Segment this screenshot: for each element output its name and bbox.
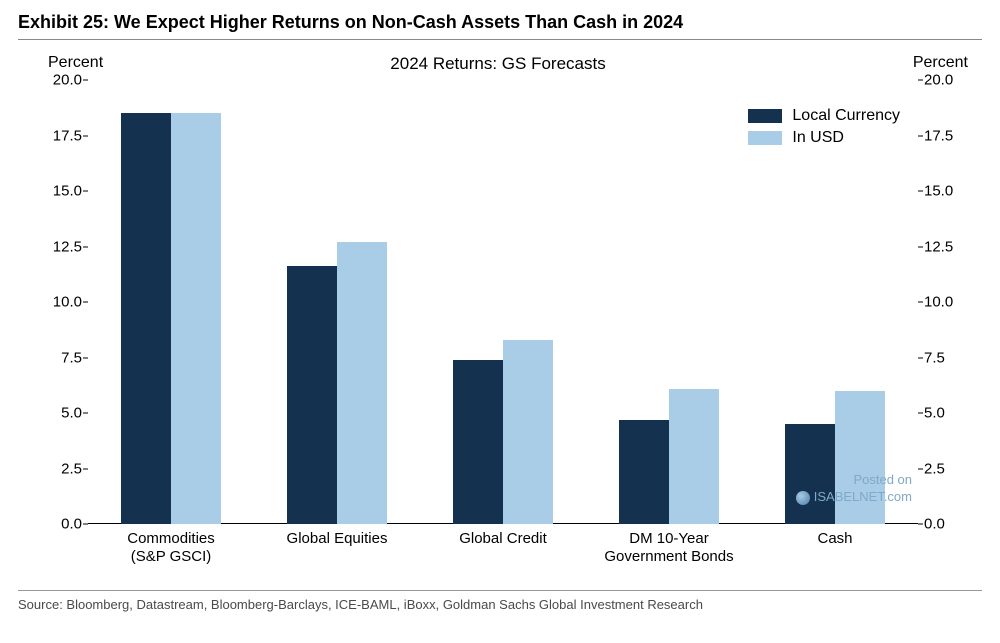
y-axis-label-right: Percent [913, 54, 968, 72]
tick-mark [83, 468, 88, 469]
y-tick-label-left: 2.5 [38, 460, 82, 477]
watermark: Posted on ISABELNET.com [796, 472, 912, 506]
y-tick-label-right: 20.0 [924, 72, 972, 89]
y-tick-label-right: 2.5 [924, 460, 972, 477]
bar [619, 420, 669, 524]
tick-mark [918, 135, 923, 136]
tick-mark [83, 135, 88, 136]
x-tick-label: Cash [752, 530, 918, 548]
x-tick-label: Global Credit [420, 530, 586, 548]
legend-label: In USD [792, 129, 844, 147]
y-tick-label-right: 12.5 [924, 238, 972, 255]
y-tick-label-left: 5.0 [38, 405, 82, 422]
bar-group: Commodities (S&P GSCI) [121, 80, 221, 524]
legend-swatch [748, 109, 782, 123]
exhibit-title: Exhibit 25: We Expect Higher Returns on … [18, 12, 982, 40]
tick-mark [83, 302, 88, 303]
y-tick-label-left: 20.0 [38, 72, 82, 89]
tick-mark [83, 357, 88, 358]
watermark-line2: ISABELNET.com [796, 489, 912, 506]
tick-mark [83, 524, 88, 525]
globe-icon [796, 491, 810, 505]
legend-item: Local Currency [748, 107, 900, 125]
tick-mark [918, 357, 923, 358]
y-tick-label-left: 12.5 [38, 238, 82, 255]
bar [121, 113, 171, 524]
legend-item: In USD [748, 129, 900, 147]
y-tick-label-right: 7.5 [924, 349, 972, 366]
bar [503, 340, 553, 524]
tick-mark [918, 302, 923, 303]
source-text: Source: Bloomberg, Datastream, Bloomberg… [18, 597, 982, 612]
bar-group: Global Equities [287, 80, 387, 524]
bar [287, 266, 337, 524]
y-tick-label-left: 7.5 [38, 349, 82, 366]
tick-mark [83, 191, 88, 192]
x-tick-label: Commodities (S&P GSCI) [88, 530, 254, 566]
bar-group: Global Credit [453, 80, 553, 524]
bar [337, 242, 387, 524]
bar-group: DM 10-Year Government Bonds [619, 80, 719, 524]
y-tick-label-right: 0.0 [924, 516, 972, 533]
y-tick-label-left: 17.5 [38, 127, 82, 144]
watermark-line1: Posted on [796, 472, 912, 489]
legend: Local Currency In USD [748, 107, 900, 147]
tick-mark [918, 468, 923, 469]
y-tick-label-right: 5.0 [924, 405, 972, 422]
x-tick-label: Global Equities [254, 530, 420, 548]
y-tick-label-right: 15.0 [924, 183, 972, 200]
y-tick-label-left: 10.0 [38, 294, 82, 311]
tick-mark [83, 413, 88, 414]
x-tick-label: DM 10-Year Government Bonds [586, 530, 752, 566]
tick-mark [918, 246, 923, 247]
legend-swatch [748, 131, 782, 145]
y-tick-label-right: 17.5 [924, 127, 972, 144]
tick-mark [918, 524, 923, 525]
tick-mark [918, 191, 923, 192]
y-tick-label-left: 15.0 [38, 183, 82, 200]
tick-mark [83, 80, 88, 81]
bar [669, 389, 719, 524]
bar [453, 360, 503, 524]
tick-mark [918, 413, 923, 414]
tick-mark [83, 246, 88, 247]
legend-label: Local Currency [792, 107, 900, 125]
tick-mark [918, 80, 923, 81]
chart-container: Percent 2024 Returns: GS Forecasts Perce… [18, 54, 978, 584]
y-tick-label-right: 10.0 [924, 294, 972, 311]
chart-subtitle: 2024 Returns: GS Forecasts [18, 54, 978, 74]
footer-divider: Source: Bloomberg, Datastream, Bloomberg… [18, 590, 982, 612]
y-tick-label-left: 0.0 [38, 516, 82, 533]
bar [171, 113, 221, 524]
